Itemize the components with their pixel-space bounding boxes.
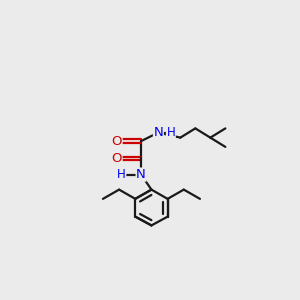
Text: H: H bbox=[167, 126, 175, 139]
Text: O: O bbox=[112, 135, 122, 148]
Text: N: N bbox=[136, 168, 146, 181]
Text: N: N bbox=[154, 126, 163, 139]
Text: O: O bbox=[112, 152, 122, 165]
Text: H: H bbox=[117, 168, 126, 181]
